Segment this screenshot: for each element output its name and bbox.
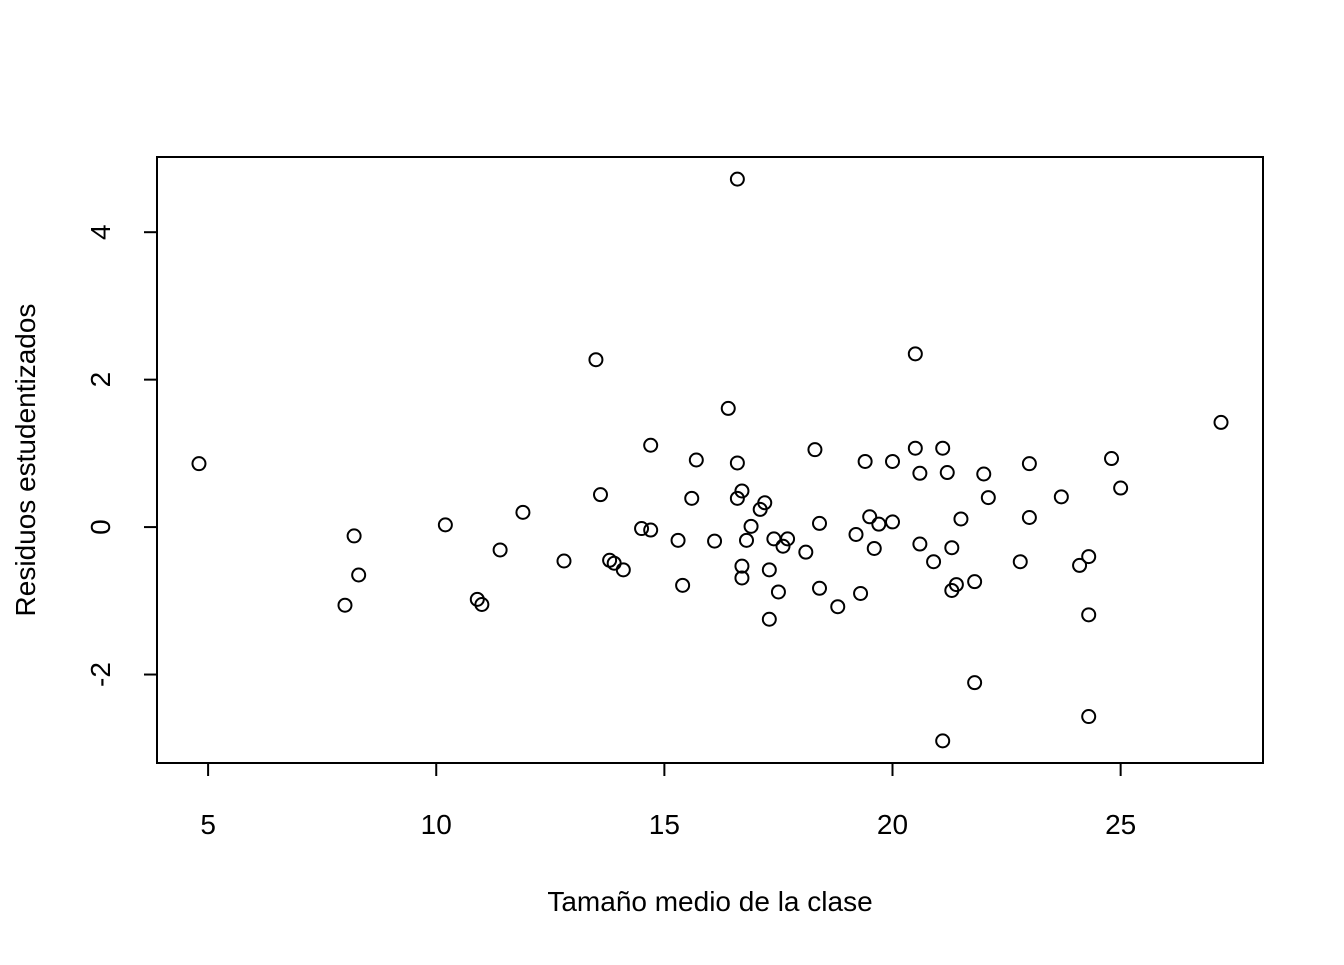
data-point: [1021, 456, 1037, 472]
data-point: [346, 528, 362, 544]
data-point: [885, 514, 901, 530]
data-point: [707, 533, 723, 549]
data-point: [798, 544, 814, 560]
y-axis: -2 0 2 4: [85, 224, 158, 687]
data-point: [757, 495, 773, 511]
data-point: [729, 490, 745, 506]
data-point: [688, 452, 704, 468]
data-point: [684, 490, 700, 506]
data-point: [935, 733, 951, 749]
y-tick-label: 4: [85, 224, 116, 240]
data-point: [944, 540, 960, 556]
data-point: [643, 437, 659, 453]
data-point: [761, 611, 777, 627]
x-axis-title: Tamaño medio de la clase: [547, 886, 872, 917]
data-point: [885, 453, 901, 469]
data-point: [948, 577, 964, 593]
data-point: [935, 440, 951, 456]
data-point: [1081, 607, 1097, 623]
data-point: [437, 517, 453, 533]
data-point: [643, 522, 659, 538]
data-point: [862, 509, 878, 525]
data-point: [739, 532, 755, 548]
data-point: [812, 580, 828, 596]
data-point: [670, 532, 686, 548]
data-point: [853, 585, 869, 601]
data-point: [1213, 414, 1229, 430]
data-point: [1021, 510, 1037, 526]
data-point: [926, 554, 942, 570]
data-point: [734, 570, 750, 586]
data-point: [980, 490, 996, 506]
data-point: [606, 555, 622, 571]
data-point: [191, 456, 207, 472]
x-axis: 5 10 15 20 25: [200, 762, 1136, 840]
data-point: [474, 596, 490, 612]
data-point: [848, 526, 864, 542]
data-point: [729, 171, 745, 187]
data-point: [592, 487, 608, 503]
y-axis-title: Residuos estudentizados: [10, 304, 41, 617]
data-point: [588, 352, 604, 368]
x-tick-label: 15: [649, 809, 680, 840]
data-point: [907, 346, 923, 362]
data-point: [720, 400, 736, 416]
data-point: [1053, 489, 1069, 505]
data-point: [953, 511, 969, 527]
data-point: [775, 538, 791, 554]
data-point: [907, 440, 923, 456]
data-point: [634, 521, 650, 537]
data-point: [1113, 480, 1129, 496]
data-point: [857, 453, 873, 469]
x-tick-label: 20: [877, 809, 908, 840]
data-point: [743, 518, 759, 534]
data-point: [912, 465, 928, 481]
y-tick-label: -2: [85, 662, 116, 687]
data-point: [492, 542, 508, 558]
data-point: [675, 577, 691, 593]
data-point: [807, 442, 823, 458]
data-point: [967, 675, 983, 691]
data-point: [729, 455, 745, 471]
data-point: [766, 531, 782, 547]
data-point: [1081, 709, 1097, 725]
plot-frame: [156, 156, 1264, 764]
data-point: [1012, 554, 1028, 570]
data-point: [912, 536, 928, 552]
data-point: [734, 483, 750, 499]
data-point: [1072, 557, 1088, 573]
x-tick-label: 5: [200, 809, 216, 840]
data-point: [812, 515, 828, 531]
data-point: [780, 531, 796, 547]
y-tick-label: 2: [85, 372, 116, 388]
data-point: [976, 466, 992, 482]
data-point: [469, 591, 485, 607]
x-tick-label: 25: [1105, 809, 1136, 840]
data-points: [191, 171, 1229, 749]
data-point: [830, 599, 846, 615]
data-point: [871, 516, 887, 532]
data-point: [939, 465, 955, 481]
data-point: [337, 597, 353, 613]
data-point: [761, 562, 777, 578]
data-point: [967, 574, 983, 590]
data-point: [515, 504, 531, 520]
data-point: [866, 540, 882, 556]
y-tick-label: 0: [85, 519, 116, 535]
data-point: [1104, 451, 1120, 467]
data-point: [734, 558, 750, 574]
data-point: [1081, 549, 1097, 565]
data-point: [351, 567, 367, 583]
data-point: [556, 553, 572, 569]
data-point: [615, 562, 631, 578]
x-tick-label: 10: [421, 809, 452, 840]
data-point: [770, 584, 786, 600]
